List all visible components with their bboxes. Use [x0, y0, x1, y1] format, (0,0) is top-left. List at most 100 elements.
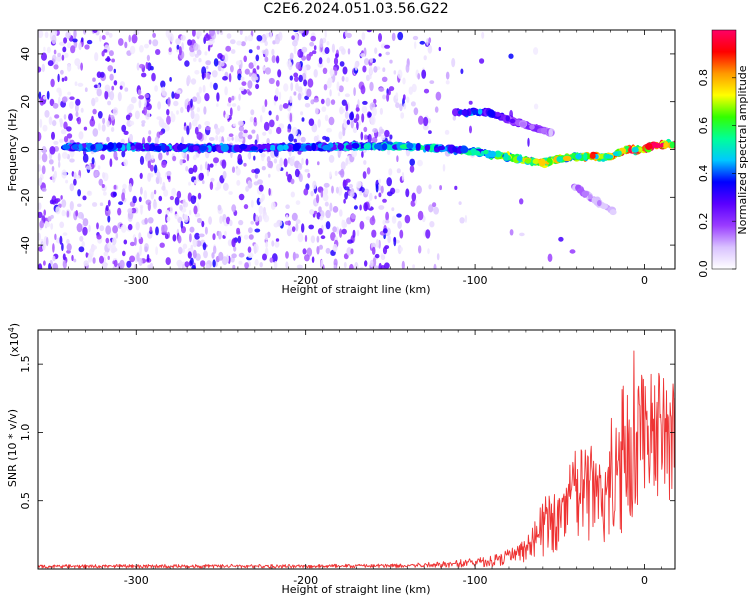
noise-dot [129, 133, 133, 143]
noise-dot [380, 128, 385, 134]
noise-dot [300, 111, 304, 116]
noise-dot [231, 95, 235, 101]
noise-dot [268, 110, 272, 116]
noise-dot [44, 110, 50, 118]
main-band-mark [269, 144, 276, 151]
snr-y-ticks: 0.5 1.0 1.5 [19, 355, 675, 509]
noise-dot [239, 30, 243, 35]
noise-dot [91, 157, 95, 165]
noise-dot [203, 133, 207, 141]
noise-dot [42, 124, 48, 132]
noise-dot [291, 35, 295, 40]
noise-dot [421, 69, 427, 79]
noise-dot [362, 171, 367, 179]
noise-dot [160, 80, 166, 88]
noise-dot [237, 120, 244, 126]
noise-dot [60, 129, 67, 135]
noise-dot [106, 56, 111, 62]
noise-dot [192, 30, 196, 37]
noise-dot [434, 106, 439, 113]
noise-dot [83, 260, 89, 267]
noise-dot [402, 94, 406, 101]
noise-dot [188, 167, 194, 174]
noise-dot [132, 195, 137, 204]
noise-dot [262, 131, 267, 136]
noise-dot [212, 233, 216, 241]
noise-dot [105, 205, 109, 212]
noise-dot [378, 87, 385, 92]
noise-dot [106, 136, 110, 143]
noise-dot [273, 158, 278, 164]
noise-dot [301, 46, 308, 53]
noise-dot [256, 45, 260, 50]
noise-dot [411, 192, 417, 202]
noise-dot [66, 210, 70, 218]
main-band-mark [199, 145, 207, 152]
noise-dot [150, 191, 155, 200]
noise-dot [103, 191, 107, 196]
noise-dot [353, 118, 358, 123]
noise-dot [97, 165, 101, 170]
noise-dot [417, 159, 423, 167]
noise-dot [41, 52, 47, 61]
noise-dot [295, 200, 301, 206]
noise-dot [91, 115, 94, 122]
noise-dot [178, 46, 182, 56]
noise-dot [205, 60, 212, 66]
noise-dot [311, 123, 318, 133]
noise-dot [361, 151, 364, 158]
noise-dot [244, 68, 250, 75]
noise-dot [391, 32, 396, 42]
noise-dot [58, 89, 62, 97]
noise-dot [183, 214, 189, 221]
noise-dot [236, 179, 241, 186]
noise-dot [438, 46, 441, 52]
noise-dot [129, 45, 136, 55]
noise-dot [269, 30, 273, 39]
noise-dot [38, 91, 42, 100]
noise-dot [101, 50, 105, 57]
noise-dot [138, 232, 142, 240]
noise-dot [109, 90, 115, 101]
noise-dot [387, 235, 391, 244]
noise-dot [194, 70, 200, 75]
noise-dot [369, 216, 376, 226]
noise-dot [275, 87, 279, 97]
noise-dot [58, 96, 61, 106]
noise-dot [291, 226, 296, 233]
noise-dot [201, 71, 205, 81]
noise-dot [64, 52, 69, 58]
noise-dot [194, 53, 199, 58]
noise-dot [334, 170, 338, 176]
descending-band-mark [597, 200, 602, 207]
y-tick-label: 0 [19, 146, 32, 153]
noise-dot [294, 76, 299, 82]
noise-dot [213, 157, 219, 164]
noise-dot [373, 66, 378, 73]
noise-dot [217, 204, 222, 211]
main-band-mark [90, 144, 95, 150]
noise-dot [349, 191, 355, 198]
noise-dot [267, 160, 273, 169]
noise-dot [231, 238, 236, 248]
noise-dot [345, 76, 349, 83]
noise-dot [338, 131, 343, 140]
noise-dot [277, 69, 282, 78]
noise-dot [118, 38, 124, 46]
noise-dot [112, 107, 119, 116]
noise-dot [106, 120, 110, 128]
noise-dot [59, 118, 63, 123]
noise-dot [193, 42, 199, 51]
noise-dot [41, 146, 47, 154]
noise-dot [339, 228, 343, 238]
y-tick-label: 40 [19, 47, 32, 61]
noise-dot [48, 159, 54, 165]
noise-dot [388, 89, 391, 96]
noise-dot [207, 40, 213, 46]
noise-dot [237, 235, 242, 244]
noise-dot [399, 103, 403, 112]
noise-dot [244, 262, 250, 269]
noise-dot [303, 188, 309, 196]
noise-dot [259, 213, 263, 223]
noise-dot [113, 259, 118, 268]
